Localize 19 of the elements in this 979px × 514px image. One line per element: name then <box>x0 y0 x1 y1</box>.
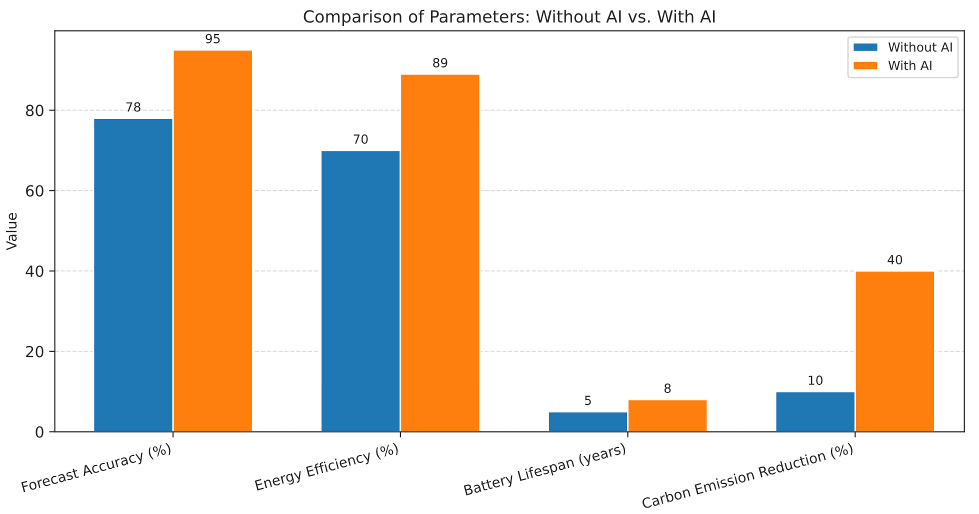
x-tick-label: Forecast Accuracy (%) <box>21 442 172 495</box>
data-label: 95 <box>206 34 220 44</box>
data-label: 70 <box>354 134 368 144</box>
data-label: 10 <box>808 376 823 385</box>
data-label: 8 <box>664 384 671 394</box>
y-tick-label: 0 <box>36 426 44 438</box>
chart-title: Comparison of Parameters: Without AI vs. With AI <box>304 10 715 26</box>
x-tick-label: Battery Lifespan (years) <box>464 442 627 498</box>
data-label: 5 <box>585 396 591 406</box>
data-label: 78 <box>126 102 140 112</box>
y-tick-label: 60 <box>26 185 44 197</box>
y-axis-title: Value <box>6 212 17 250</box>
y-tick-label: 80 <box>26 104 44 116</box>
data-label: 89 <box>433 58 448 68</box>
legend-label: With AI <box>888 60 932 70</box>
data-label: 40 <box>888 254 902 264</box>
y-tick-label: 40 <box>26 265 44 278</box>
legend-label: Without AI <box>888 42 952 52</box>
y-tick-label: 20 <box>26 346 44 358</box>
